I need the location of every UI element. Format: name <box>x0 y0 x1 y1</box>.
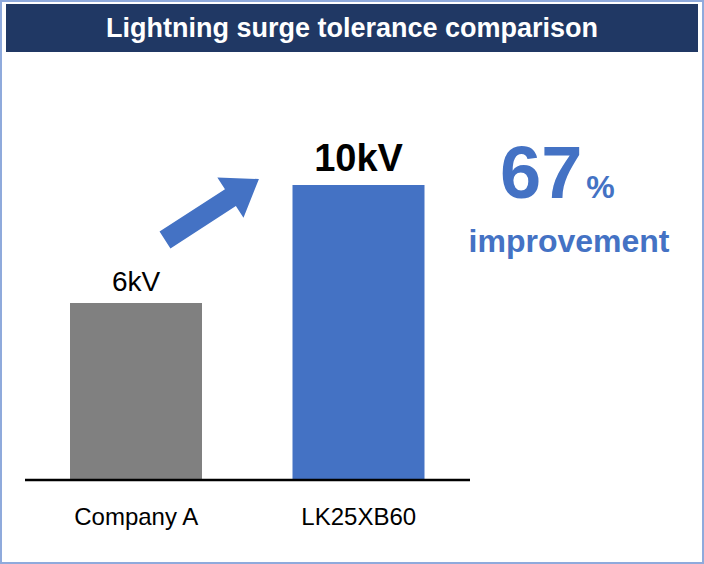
svg-text:LK25XB60: LK25XB60 <box>301 503 416 530</box>
svg-text:Company A: Company A <box>74 503 198 530</box>
svg-text:improvement: improvement <box>469 223 670 259</box>
svg-text:10kV: 10kV <box>314 137 403 179</box>
svg-text:6kV: 6kV <box>112 266 161 297</box>
html-text:Lightning surge tolerance comp: Lightning surge tolerance comparison <box>106 13 598 43</box>
svg-text:67%: 67% <box>500 131 615 214</box>
